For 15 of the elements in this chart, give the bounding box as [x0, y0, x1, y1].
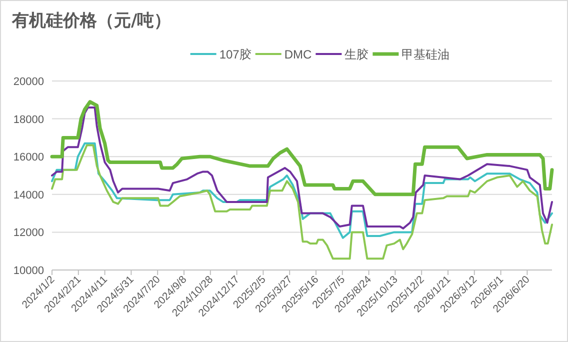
line-series: [51, 106, 553, 230]
line-series: [50, 100, 554, 196]
legend-label: DMC: [284, 48, 312, 62]
chart-title: 有机硅价格（元/吨）: [11, 11, 172, 31]
y-tick-label: 18000: [13, 114, 44, 126]
legend-label: 生胶: [344, 48, 369, 62]
y-tick-label: 20000: [13, 76, 44, 88]
y-tick-label: 10000: [13, 265, 44, 277]
y-tick-label: 12000: [13, 227, 44, 240]
line-series: [51, 144, 553, 260]
legend-label: 甲基硅油: [402, 48, 450, 62]
y-tick-label: 14000: [13, 189, 44, 202]
y-tick-label: 16000: [13, 152, 44, 164]
legend-label: 107胶: [219, 48, 252, 62]
line-series: [51, 142, 553, 239]
